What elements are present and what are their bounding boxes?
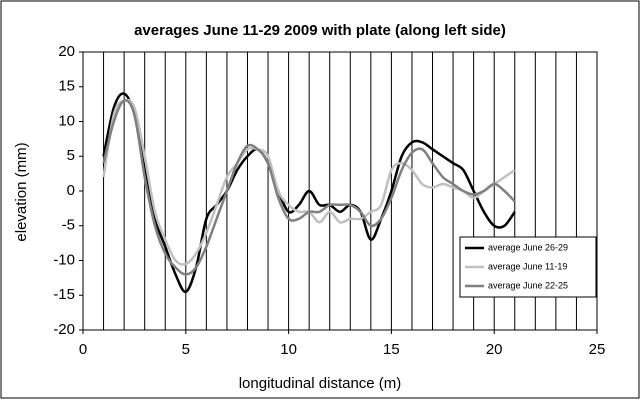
legend-label: average June 22-25 xyxy=(488,280,568,290)
data-line xyxy=(102,99,516,276)
y-tick-label: -20 xyxy=(53,321,75,338)
x-tick-label: 15 xyxy=(383,341,400,358)
legend-label: average June 11-19 xyxy=(488,261,567,271)
legend: average June 26-29 average June 11-19 aver… xyxy=(459,236,597,298)
legend-label: average June 26-29 xyxy=(488,242,568,252)
x-tick-label: 20 xyxy=(486,341,503,358)
y-axis-label: elevation (mm) xyxy=(13,142,30,241)
x-tick-label: 0 xyxy=(79,341,87,358)
chart-title: averages June 11-29 2009 with plate (alo… xyxy=(134,22,506,39)
y-tick-label: 0 xyxy=(67,182,75,199)
y-tick-label: -15 xyxy=(53,286,75,303)
y-tick-label: 10 xyxy=(58,112,75,129)
y-tick-label: 5 xyxy=(67,147,75,164)
data-line xyxy=(102,92,516,294)
x-tick-label: 5 xyxy=(182,341,190,358)
x-axis-label: longitudinal distance (m) xyxy=(239,375,402,392)
y-tick-label: -10 xyxy=(53,251,75,268)
x-tick-label: 10 xyxy=(280,341,297,358)
y-tick-label: 15 xyxy=(58,78,75,95)
y-tick-label: 20 xyxy=(58,43,75,60)
x-tick-label: 25 xyxy=(589,341,606,358)
y-tick-label: -5 xyxy=(62,217,75,234)
